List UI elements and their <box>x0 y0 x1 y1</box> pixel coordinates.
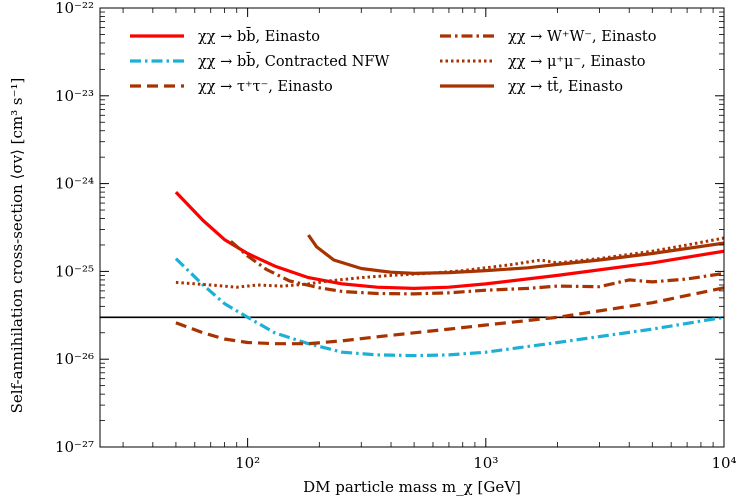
legend-label-0: χχ → bb̄, Einasto <box>198 27 320 45</box>
series-layer <box>174 190 724 358</box>
series-line-2 <box>175 286 724 346</box>
legend-label-1: χχ → bb̄, Contracted NFW <box>198 52 389 70</box>
y-tick-label: 10⁻²² <box>55 0 94 17</box>
series-line-5 <box>307 234 724 275</box>
x-tick-label: 10⁴ <box>711 454 736 472</box>
series-line-3 <box>229 240 724 296</box>
y-tick-label: 10⁻²⁷ <box>55 438 94 456</box>
series-line-0 <box>174 190 724 290</box>
legend-label-2: χχ → τ⁺τ⁻, Einasto <box>198 79 333 95</box>
y-tick-label: 10⁻²³ <box>55 87 94 105</box>
y-tick-label: 10⁻²⁵ <box>55 262 94 280</box>
y-axis-label: Self-annihilation cross-section ⟨σv⟩ [cm… <box>8 78 26 414</box>
legend-label-3: χχ → W⁺W⁻, Einasto <box>508 29 656 45</box>
x-tick-label: 10² <box>235 454 260 472</box>
x-tick-label: 10³ <box>473 454 498 472</box>
y-tick-label: 10⁻²⁴ <box>55 175 94 193</box>
y-tick-label: 10⁻²⁶ <box>55 350 94 368</box>
legend: χχ → bb̄, Einasto χχ → bb̄, Contracted NF… <box>130 27 656 95</box>
legend-label-5: χχ → tt̄, Einasto <box>508 77 623 95</box>
legend-label-4: χχ → μ⁺μ⁻, Einasto <box>508 54 646 70</box>
plot-frame <box>99 7 725 448</box>
x-axis-label: DM particle mass m_χ [GeV] <box>303 478 521 496</box>
series-line-1 <box>174 257 724 358</box>
tick-layer: 10² 10³ 10⁴ 10⁻²⁷ 10⁻²⁶ 10⁻²⁵ 10⁻²⁴ 10⁻²³ 10⁻²² <box>55 0 737 472</box>
